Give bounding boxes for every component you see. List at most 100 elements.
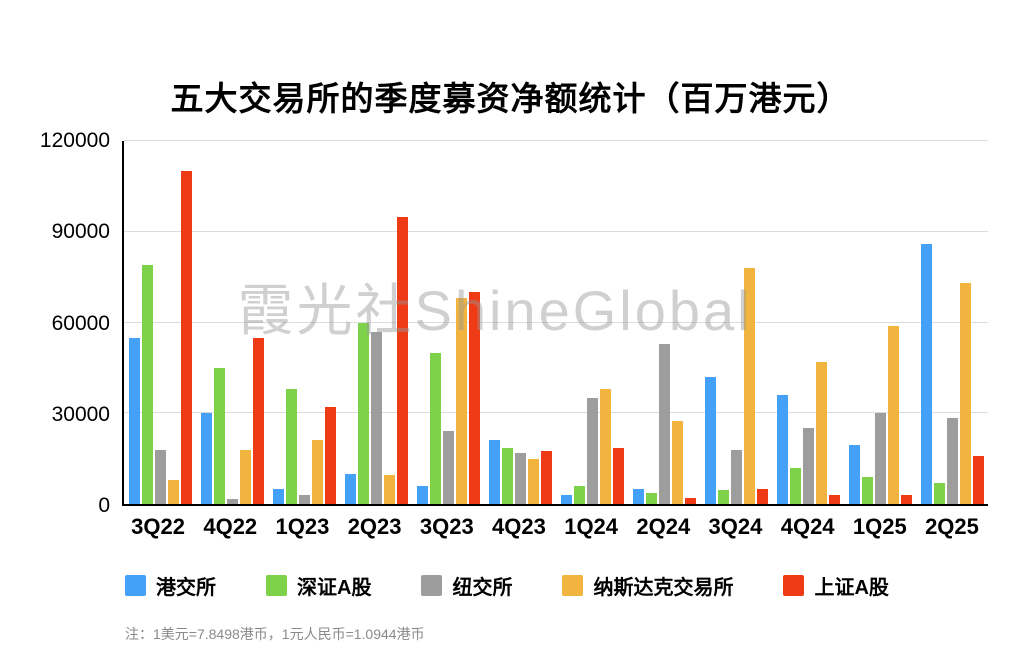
bar-上证A股-2Q23 xyxy=(396,216,408,504)
legend-swatch-icon xyxy=(125,575,146,596)
bar-港交所-2Q24 xyxy=(632,488,644,504)
bar-港交所-3Q22 xyxy=(128,337,140,504)
bar-纳斯达克交易所-1Q24 xyxy=(599,389,611,504)
x-tick-label-4Q24: 4Q24 xyxy=(780,514,835,539)
bar-纽交所-2Q24 xyxy=(658,343,670,504)
bar-深证A股-2Q24 xyxy=(645,493,657,504)
bar-港交所-2Q25 xyxy=(920,243,932,504)
y-tick-label-90000: 90000 xyxy=(51,220,110,244)
bar-上证A股-1Q24 xyxy=(612,448,624,504)
bar-纳斯达克交易所-2Q23 xyxy=(383,475,395,504)
bar-深证A股-4Q22 xyxy=(213,367,225,504)
x-tick-label-2Q24: 2Q24 xyxy=(636,514,691,539)
bar-上证A股-3Q24 xyxy=(756,488,768,504)
bar-上证A股-1Q25 xyxy=(900,494,912,504)
x-tick-label-4Q23: 4Q23 xyxy=(492,514,546,539)
y-axis: 0 30000 60000 90000 120000 xyxy=(14,129,110,517)
bar-纳斯达克交易所-1Q23 xyxy=(311,440,323,504)
bar-上证A股-3Q23 xyxy=(468,292,480,504)
bar-group-1Q23 xyxy=(268,141,340,504)
bar-group-2Q23 xyxy=(340,141,412,504)
bar-纽交所-2Q23 xyxy=(370,331,382,504)
x-axis: 3Q22 4Q22 1Q23 2Q23 3Q23 4Q23 1Q24 2Q24 3Q24 4Q24… xyxy=(122,514,988,540)
legend-swatch-icon xyxy=(783,575,805,596)
bar-深证A股-1Q25 xyxy=(861,476,873,504)
bar-group-2Q24 xyxy=(628,141,700,504)
legend-label: 上证A股 xyxy=(814,577,889,599)
legend-item-港交所: 港交所 xyxy=(125,571,216,600)
legend-item-深证A股: 深证A股 xyxy=(266,571,371,600)
bar-纽交所-1Q24 xyxy=(586,398,598,504)
bar-港交所-3Q23 xyxy=(416,485,428,504)
bar-纽交所-2Q25 xyxy=(946,417,958,504)
legend-label: 港交所 xyxy=(156,577,216,599)
gridline-30000 xyxy=(124,412,988,414)
bar-深证A股-3Q24 xyxy=(717,490,729,504)
gridline-90000 xyxy=(124,230,988,232)
bar-纳斯达克交易所-1Q25 xyxy=(887,325,899,504)
legend-item-纳斯达克交易所: 纳斯达克交易所 xyxy=(562,571,733,600)
legend-swatch-icon xyxy=(562,575,584,596)
bar-纳斯达克交易所-3Q23 xyxy=(455,298,467,504)
x-tick-label-3Q22: 3Q22 xyxy=(131,514,185,539)
legend-item-纽交所: 纽交所 xyxy=(421,571,512,600)
legend-item-上证A股: 上证A股 xyxy=(783,571,889,600)
chart-title: 五大交易所的季度募资净额统计（百万港元） xyxy=(170,80,851,117)
bar-深证A股-2Q25 xyxy=(933,482,945,504)
bar-深证A股-3Q23 xyxy=(429,352,441,504)
bar-上证A股-3Q22 xyxy=(180,171,192,504)
gridline-120000 xyxy=(124,140,988,141)
legend-label: 纳斯达克交易所 xyxy=(593,577,734,599)
bar-纽交所-4Q24 xyxy=(802,428,814,504)
bar-纳斯达克交易所-4Q23 xyxy=(527,458,539,504)
bar-港交所-2Q23 xyxy=(344,473,356,504)
bar-深证A股-1Q23 xyxy=(285,389,297,504)
bar-group-3Q23 xyxy=(412,141,484,504)
bar-上证A股-4Q22 xyxy=(252,337,264,504)
bar-上证A股-4Q23 xyxy=(540,451,552,504)
bar-group-4Q24 xyxy=(772,141,844,504)
bar-港交所-1Q23 xyxy=(272,488,284,504)
bar-group-1Q24 xyxy=(556,141,628,504)
bar-纳斯达克交易所-4Q24 xyxy=(815,361,827,504)
bar-纽交所-3Q23 xyxy=(442,431,454,504)
legend-label: 深证A股 xyxy=(297,577,372,599)
bar-纽交所-1Q23 xyxy=(298,494,310,504)
plot-area xyxy=(122,140,988,506)
x-tick-label-4Q22: 4Q22 xyxy=(203,514,258,539)
y-tick-label-0: 0 xyxy=(98,494,110,517)
x-tick-label-1Q25: 1Q25 xyxy=(852,514,907,539)
bar-group-4Q22 xyxy=(196,141,268,504)
bar-group-4Q23 xyxy=(484,141,556,504)
x-tick-label-1Q23: 1Q23 xyxy=(275,514,330,539)
bar-深证A股-3Q22 xyxy=(141,265,153,504)
bar-纳斯达克交易所-3Q22 xyxy=(167,479,179,504)
footnote: 注：1美元=7.8498港币，1元人民币=1.0944港币 xyxy=(125,626,425,642)
y-tick-label-60000: 60000 xyxy=(51,311,110,335)
bar-纳斯达克交易所-4Q22 xyxy=(239,449,251,504)
legend-swatch-icon xyxy=(421,575,443,596)
bar-港交所-4Q23 xyxy=(488,440,500,504)
bar-深证A股-4Q23 xyxy=(501,448,513,504)
x-tick-label-1Q24: 1Q24 xyxy=(564,514,619,539)
bar-港交所-1Q24 xyxy=(560,494,572,504)
y-tick-label-120000: 120000 xyxy=(39,129,110,152)
bar-港交所-4Q22 xyxy=(200,413,212,504)
x-tick-label-2Q23: 2Q23 xyxy=(347,514,402,539)
bar-港交所-3Q24 xyxy=(704,376,716,504)
bar-上证A股-1Q23 xyxy=(324,407,336,504)
bar-group-3Q24 xyxy=(700,141,772,504)
bar-港交所-4Q24 xyxy=(776,395,788,504)
legend: 港交所 深证A股 纽交所 纳斯达克交易所 上证A股 xyxy=(125,571,889,600)
bar-纽交所-3Q22 xyxy=(154,449,166,504)
bar-纳斯达克交易所-2Q25 xyxy=(959,283,971,504)
bar-深证A股-1Q24 xyxy=(573,485,585,504)
bar-纽交所-4Q22 xyxy=(226,499,238,504)
bar-纳斯达克交易所-3Q24 xyxy=(743,268,755,504)
bar-纽交所-1Q25 xyxy=(874,413,886,504)
gridline-60000 xyxy=(124,321,988,323)
bar-group-2Q25 xyxy=(916,141,988,504)
bar-上证A股-2Q25 xyxy=(972,455,984,504)
bar-港交所-1Q25 xyxy=(848,445,860,504)
x-tick-label-3Q24: 3Q24 xyxy=(708,514,763,539)
